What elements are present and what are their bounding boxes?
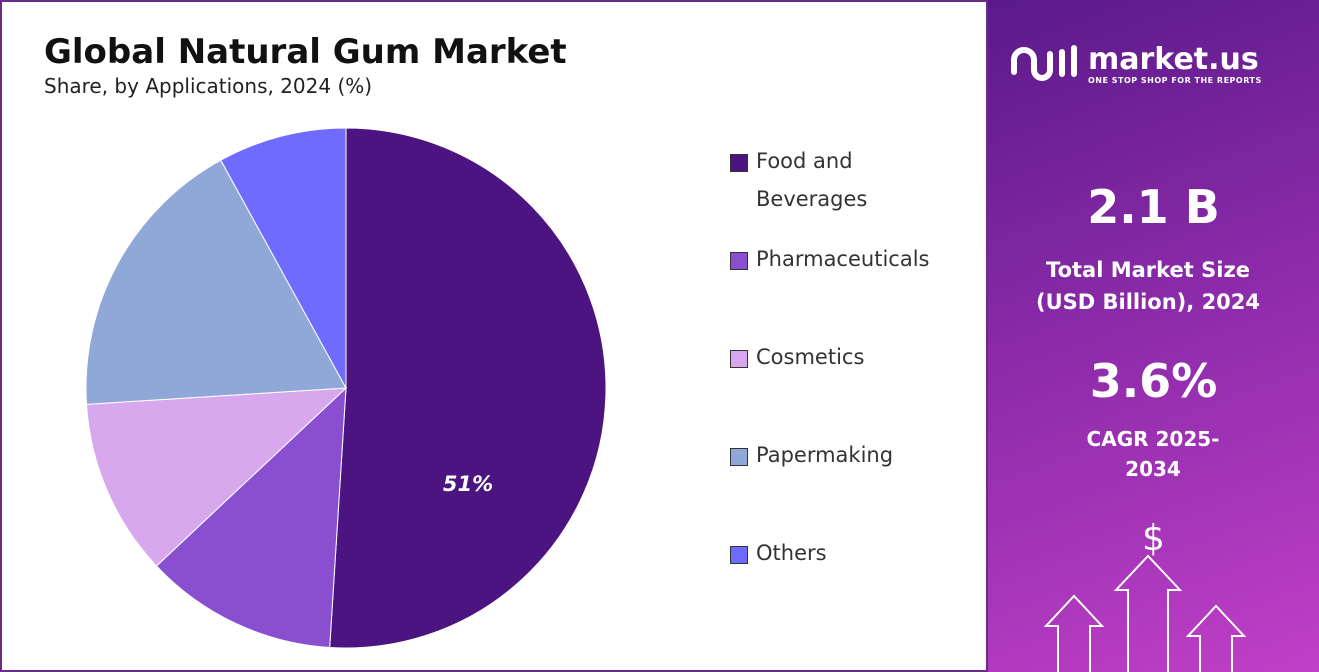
legend-item: Others xyxy=(730,541,906,572)
brand: market.us xyxy=(1088,42,1259,77)
tagline: ONE STOP SHOP FOR THE REPORTS xyxy=(1088,76,1262,85)
legend-item: Food and Beverages xyxy=(730,149,906,218)
pie-slice xyxy=(85,159,347,405)
pie-slice xyxy=(220,127,347,389)
market-size-label: Total Market Size (USD Billion), 2024 xyxy=(1035,258,1261,314)
legend-item: Papermaking xyxy=(730,443,906,474)
legend-swatch xyxy=(730,448,748,466)
pie-chart: 51% xyxy=(85,127,607,649)
legend-label: Pharmaceuticals xyxy=(756,247,930,271)
logo-icon xyxy=(1011,45,1077,81)
legend-label: Others xyxy=(756,541,827,565)
data-label: 51% xyxy=(443,472,493,496)
legend-swatch xyxy=(730,546,748,564)
arrows xyxy=(1043,554,1247,672)
chart-area xyxy=(0,0,988,672)
legend-swatch xyxy=(730,350,748,368)
legend-item: Cosmetics xyxy=(730,345,906,376)
legend-label: Food and Beverages xyxy=(756,149,868,211)
legend-swatch xyxy=(730,252,748,270)
side-panel: market.us ONE STOP SHOP FOR THE REPORTS … xyxy=(988,0,1319,672)
chart-title: Global Natural Gum Market xyxy=(44,32,567,72)
legend-swatch xyxy=(730,154,748,172)
pie-slice xyxy=(329,127,607,649)
pie-slice xyxy=(155,386,347,649)
legend-label: Cosmetics xyxy=(756,345,865,369)
legend-label: Papermaking xyxy=(756,443,894,467)
legend-item: Pharmaceuticals xyxy=(730,247,929,278)
dollar-symbol: $ xyxy=(1142,518,1165,559)
cagr: 3.6% xyxy=(1089,354,1218,408)
chart-subtitle: Share, by Applications, 2024 (%) xyxy=(44,74,373,98)
pie-slice xyxy=(85,387,348,567)
cagr-label: CAGR 2025-2034 xyxy=(1086,427,1220,481)
market-size: 2.1 B xyxy=(1087,180,1220,234)
panel-decoration xyxy=(1011,45,1247,672)
